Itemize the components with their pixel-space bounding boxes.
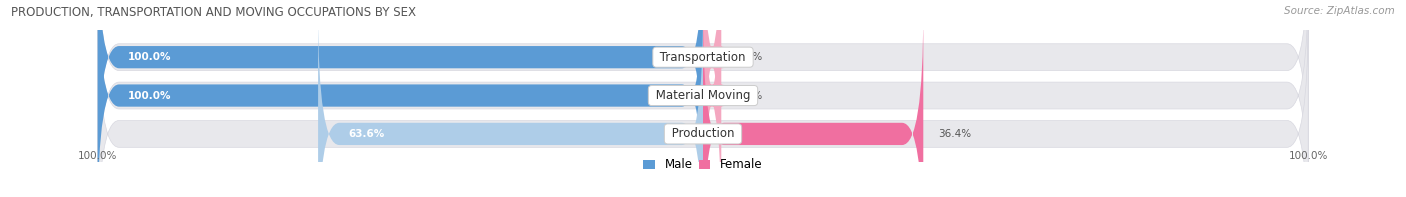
Text: Production: Production: [668, 127, 738, 140]
FancyBboxPatch shape: [98, 0, 703, 180]
Text: Source: ZipAtlas.com: Source: ZipAtlas.com: [1284, 6, 1395, 16]
Text: 36.4%: 36.4%: [938, 129, 972, 139]
FancyBboxPatch shape: [98, 0, 1308, 197]
Text: 100.0%: 100.0%: [79, 151, 118, 161]
Text: 100.0%: 100.0%: [128, 52, 172, 62]
Text: 0.0%: 0.0%: [737, 91, 762, 100]
FancyBboxPatch shape: [98, 0, 1308, 178]
Text: 63.6%: 63.6%: [349, 129, 385, 139]
FancyBboxPatch shape: [318, 11, 703, 197]
Text: 0.0%: 0.0%: [737, 52, 762, 62]
Text: Transportation: Transportation: [657, 51, 749, 64]
Text: 100.0%: 100.0%: [1288, 151, 1327, 161]
Text: 100.0%: 100.0%: [128, 91, 172, 100]
Text: PRODUCTION, TRANSPORTATION AND MOVING OCCUPATIONS BY SEX: PRODUCTION, TRANSPORTATION AND MOVING OC…: [11, 6, 416, 19]
Legend: Male, Female: Male, Female: [644, 158, 762, 171]
FancyBboxPatch shape: [98, 13, 1308, 197]
FancyBboxPatch shape: [700, 0, 724, 180]
FancyBboxPatch shape: [700, 0, 724, 197]
Text: Material Moving: Material Moving: [652, 89, 754, 102]
FancyBboxPatch shape: [703, 11, 924, 197]
FancyBboxPatch shape: [98, 0, 703, 197]
